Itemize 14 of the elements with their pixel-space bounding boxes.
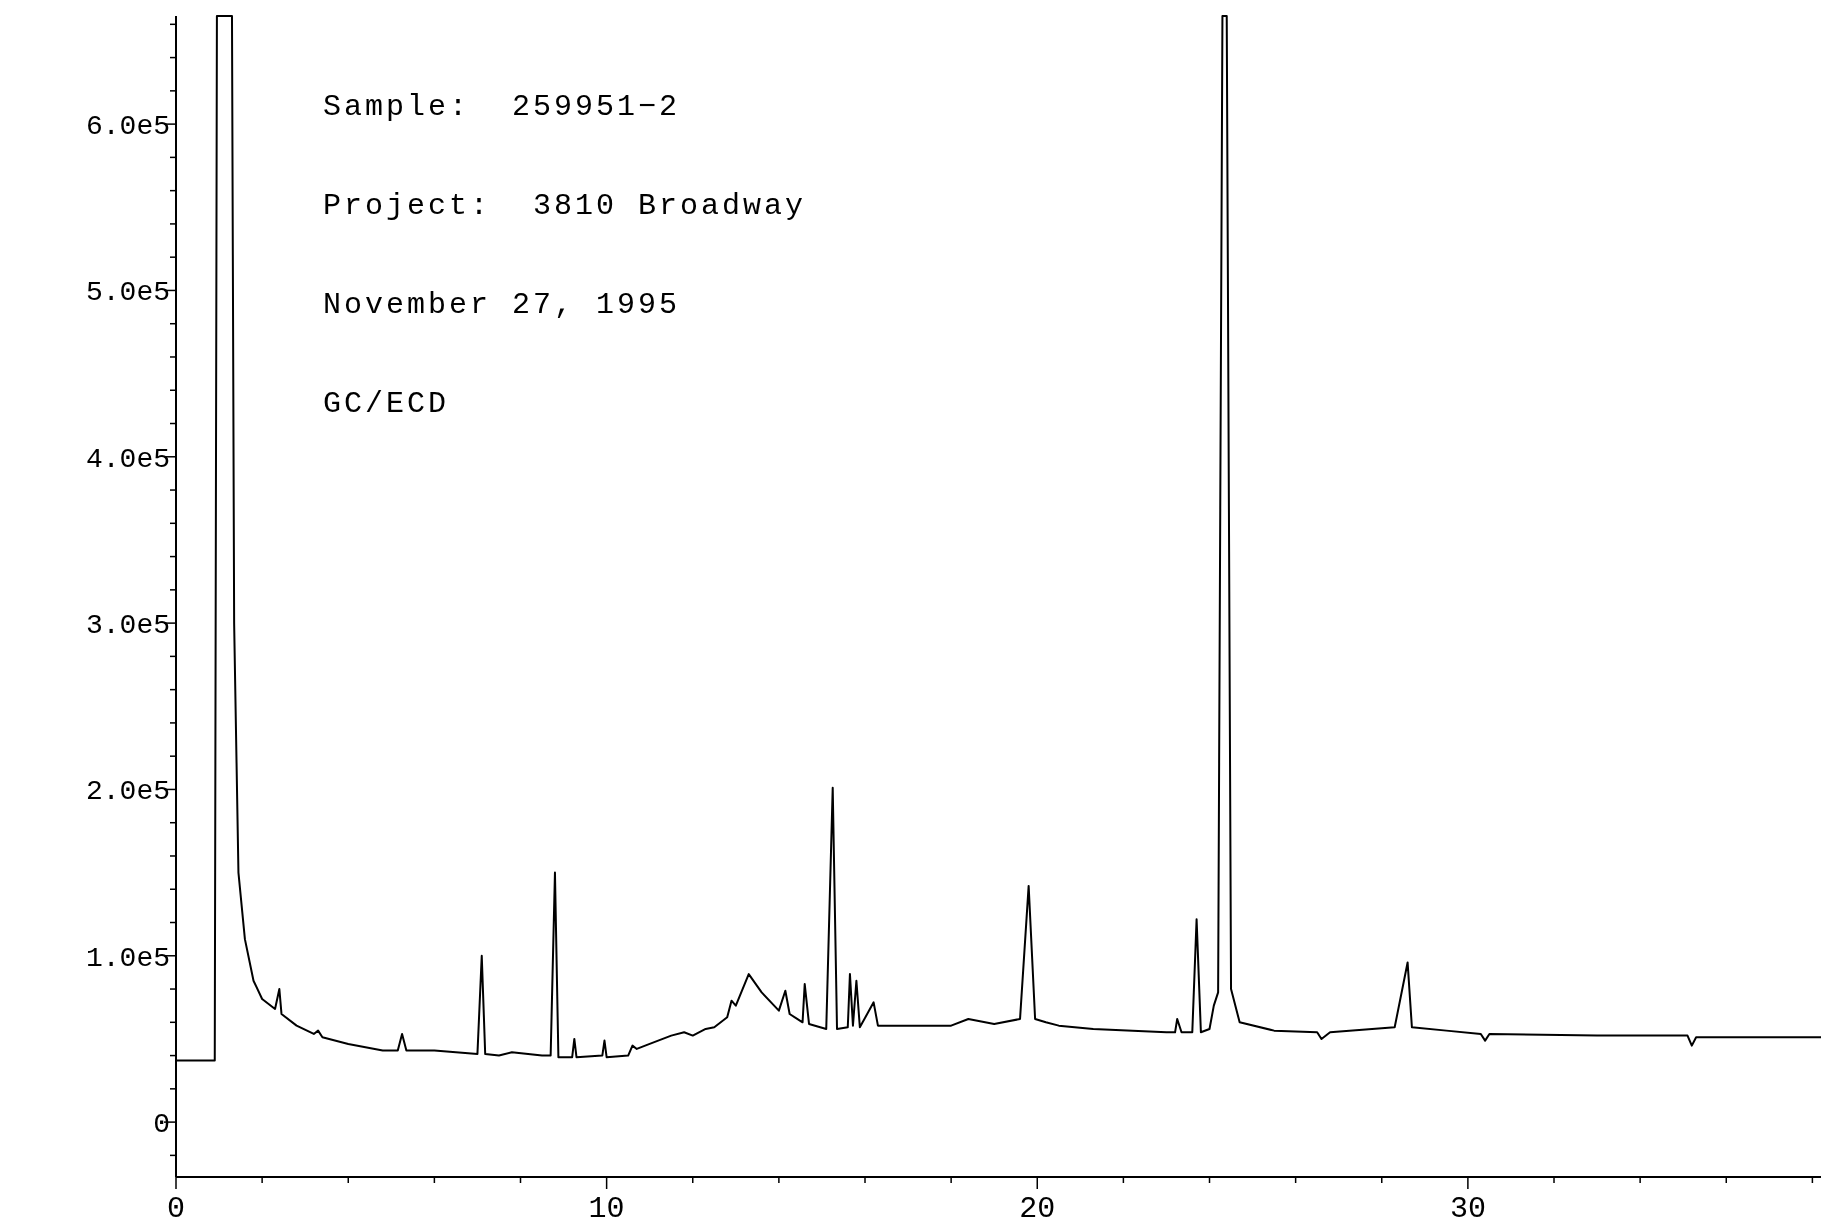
y-tick-label: 2.0e5 [85,776,170,808]
annotation: Sample: 259951−2 [323,90,681,124]
y-tick-label: 3.0e5 [85,609,170,641]
y-tick-label: 0 [153,1108,170,1140]
y-tick-label: 1.0e5 [85,942,170,974]
x-tick-label: 20 [1019,1192,1056,1226]
y-tick-label: 4.0e5 [85,443,170,475]
annotation: Project: 3810 Broadway [323,189,807,223]
y-tick-label: 6.0e5 [85,110,170,142]
x-tick-label: 10 [588,1192,625,1226]
annotation: GC/ECD [323,387,450,421]
y-tick-label: 5.0e5 [85,277,170,309]
annotation: November 27, 1995 [323,288,681,322]
x-tick-label: 30 [1449,1192,1486,1226]
